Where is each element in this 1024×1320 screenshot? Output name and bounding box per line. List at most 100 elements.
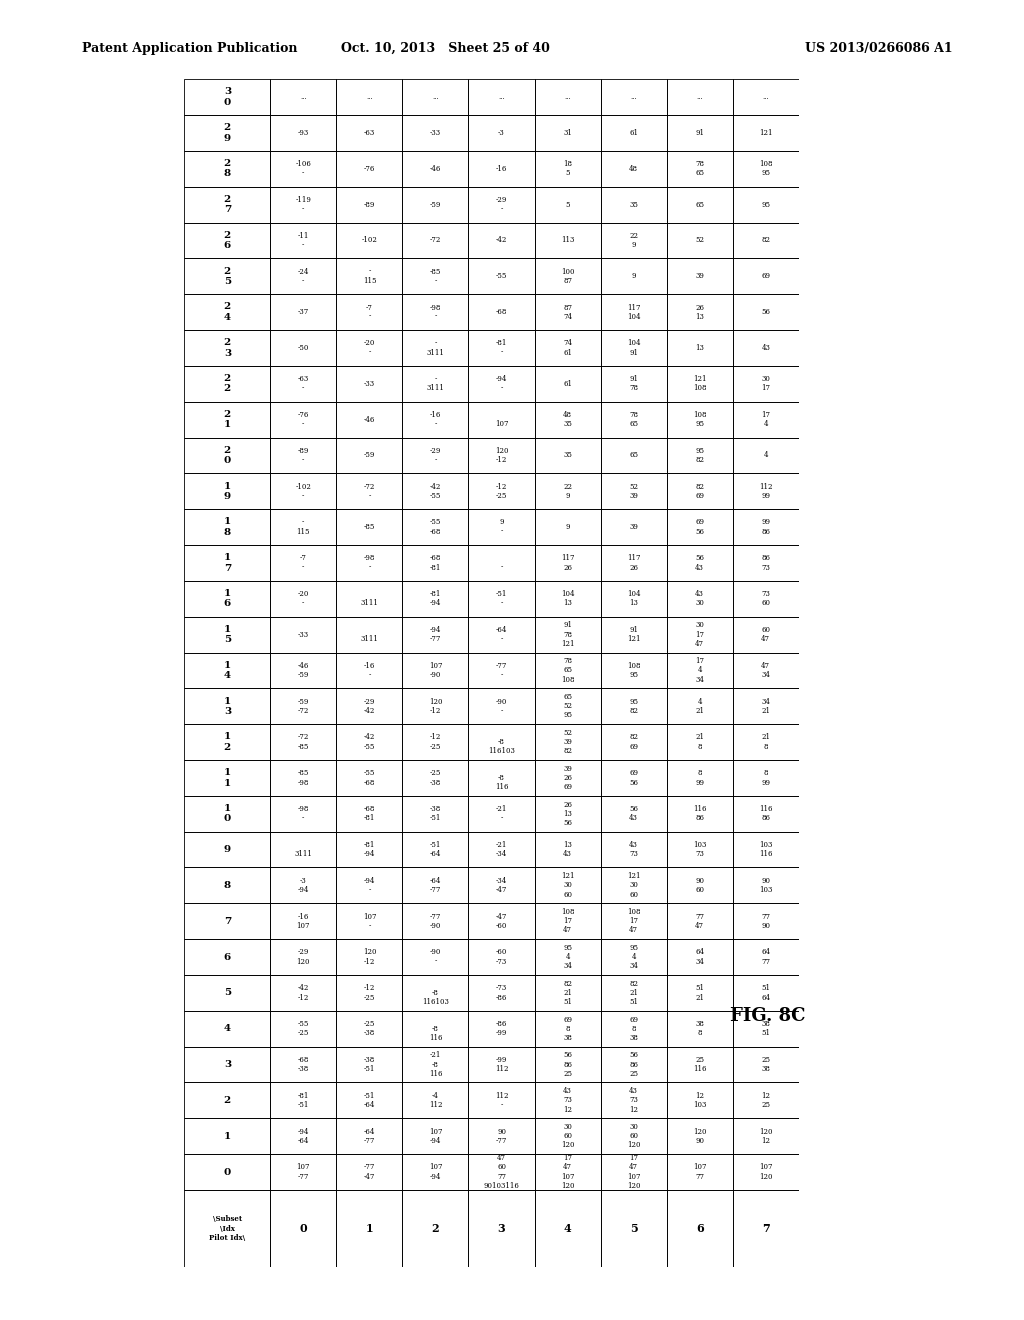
Bar: [733, 259, 799, 294]
Text: 91
121: 91 121: [627, 626, 640, 643]
Text: 2
8: 2 8: [223, 160, 231, 178]
Text: 17
47
107
120: 17 47 107 120: [561, 1154, 574, 1189]
Text: 56
86
25: 56 86 25: [629, 1051, 638, 1077]
Text: 103
73: 103 73: [693, 841, 707, 858]
Text: -16
-: -16 -: [430, 411, 441, 428]
Text: 117
104: 117 104: [627, 304, 640, 321]
Text: -72
-: -72 -: [364, 483, 375, 500]
Bar: [535, 79, 600, 115]
Text: 121
30
60: 121 30 60: [627, 873, 640, 899]
Text: 52
39
82: 52 39 82: [563, 729, 572, 755]
Bar: [667, 1082, 733, 1118]
Bar: [733, 115, 799, 150]
Bar: [469, 975, 535, 1011]
Text: 25
38: 25 38: [761, 1056, 770, 1073]
Bar: [184, 939, 270, 975]
Bar: [600, 1047, 667, 1082]
Text: 9: 9: [632, 272, 636, 280]
Text: -51
-64: -51 -64: [430, 841, 441, 858]
Bar: [667, 903, 733, 939]
Text: 107
-94: 107 -94: [429, 1127, 442, 1144]
Text: -59
-72: -59 -72: [298, 698, 309, 715]
Bar: [535, 366, 600, 401]
Bar: [469, 510, 535, 545]
Bar: [402, 437, 469, 474]
Text: 107
120: 107 120: [759, 1163, 772, 1180]
Bar: [469, 939, 535, 975]
Text: 2
4: 2 4: [223, 302, 231, 322]
Text: 95
4
34: 95 4 34: [563, 944, 572, 970]
Text: 91: 91: [695, 129, 705, 137]
Bar: [469, 1154, 535, 1191]
Text: 9
-: 9 -: [500, 519, 504, 536]
Text: 1
2: 1 2: [223, 733, 231, 752]
Bar: [733, 725, 799, 760]
Text: -102: -102: [361, 236, 378, 244]
Text: -55
-25: -55 -25: [298, 1020, 309, 1038]
Text: ...: ...: [762, 94, 769, 102]
Bar: [535, 903, 600, 939]
Bar: [733, 652, 799, 688]
Bar: [270, 903, 336, 939]
Bar: [270, 437, 336, 474]
Text: 1
6: 1 6: [223, 589, 231, 609]
Text: 43
73
12: 43 73 12: [563, 1088, 572, 1114]
Text: 30
60
120: 30 60 120: [561, 1123, 574, 1150]
Text: \Subset
\Idx
Pilot Idx\: \Subset \Idx Pilot Idx\: [209, 1216, 246, 1242]
Bar: [600, 867, 667, 903]
Bar: [535, 725, 600, 760]
Bar: [469, 867, 535, 903]
Text: 73
60: 73 60: [761, 590, 770, 607]
Bar: [184, 652, 270, 688]
Bar: [184, 510, 270, 545]
Bar: [336, 760, 402, 796]
Text: 108
17
47: 108 17 47: [561, 908, 574, 935]
Text: -8
116: -8 116: [429, 1015, 442, 1041]
Bar: [469, 150, 535, 186]
Bar: [469, 186, 535, 223]
Bar: [469, 1082, 535, 1118]
Text: 39: 39: [695, 272, 705, 280]
Text: 64
77: 64 77: [761, 949, 770, 966]
Text: 17
47
107
120: 17 47 107 120: [627, 1154, 640, 1189]
Bar: [600, 1191, 667, 1267]
Bar: [469, 1118, 535, 1154]
Text: -77
-90: -77 -90: [430, 912, 441, 929]
Text: -89: -89: [364, 201, 375, 209]
Bar: [469, 115, 535, 150]
Text: 48: 48: [629, 165, 638, 173]
Bar: [402, 223, 469, 259]
Text: 2: 2: [432, 1224, 439, 1234]
Bar: [184, 259, 270, 294]
Bar: [733, 903, 799, 939]
Text: Oct. 10, 2013   Sheet 25 of 40: Oct. 10, 2013 Sheet 25 of 40: [341, 42, 550, 55]
Text: -33: -33: [298, 631, 309, 639]
Text: Patent Application Publication: Patent Application Publication: [82, 42, 297, 55]
Bar: [733, 1011, 799, 1047]
Bar: [469, 545, 535, 581]
Text: 108
95: 108 95: [759, 160, 772, 177]
Text: -29
120: -29 120: [297, 949, 310, 966]
Text: -37: -37: [298, 308, 309, 315]
Bar: [535, 150, 600, 186]
Text: 104
13: 104 13: [627, 590, 640, 607]
Text: ...: ...: [432, 94, 439, 102]
Bar: [184, 366, 270, 401]
Text: 108
95: 108 95: [627, 661, 640, 678]
Bar: [535, 1154, 600, 1191]
Bar: [184, 545, 270, 581]
Text: 120
12: 120 12: [759, 1127, 772, 1144]
Bar: [733, 1191, 799, 1267]
Text: -29
-: -29 -: [430, 447, 441, 465]
Bar: [535, 1047, 600, 1082]
Text: 48
35: 48 35: [563, 411, 572, 428]
Bar: [535, 939, 600, 975]
Bar: [402, 330, 469, 366]
Text: 121
30
60: 121 30 60: [561, 873, 574, 899]
Text: 82
21
51: 82 21 51: [563, 979, 572, 1006]
Bar: [600, 115, 667, 150]
Bar: [469, 330, 535, 366]
Text: 43
30: 43 30: [695, 590, 705, 607]
Bar: [733, 437, 799, 474]
Text: 90
-77: 90 -77: [496, 1127, 507, 1144]
